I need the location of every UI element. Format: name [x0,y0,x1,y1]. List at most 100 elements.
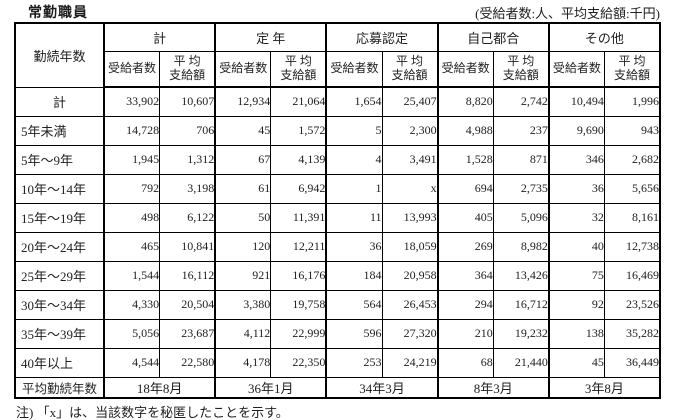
subheader-recipients: 受給者数 [436,51,494,88]
group-header-row: 勤続年数 計 定 年 応募認定 自己都合 その他 [14,22,661,88]
cell-value: 21,064 [270,86,327,117]
cell-value: 92 [547,289,605,320]
cell-value: 346 [547,144,605,175]
cell-value: 67 [214,144,272,175]
table-row: 25年～29年 1,544 16,112 921 16,176 184 20,958 364 1… [14,260,661,291]
cell-value: 11,391 [270,202,327,233]
cell-value: 4,178 [214,347,272,378]
cell-value: 120 [214,231,272,262]
cell-value: 21,440 [492,347,550,378]
cell-value: 22,999 [270,318,327,349]
cell-value: 210 [436,318,494,349]
cell-value: 5,096 [492,202,550,233]
cell-value: 45 [547,347,605,378]
cell-value: 22,580 [159,347,216,378]
cell-value: 465 [103,231,161,262]
cell-value: 8,820 [436,86,494,117]
cell-value: 4,544 [103,347,161,378]
cell-value: 68 [436,347,494,378]
cell-value: 75 [547,260,605,291]
row-label: 5年未満 [14,115,105,146]
footnote: 注) 「x」は、当該数字を秘匿したことを示す。 [16,405,289,420]
subheader-average: 平 均支給額 [492,51,550,88]
subheader-recipients: 受給者数 [103,51,161,88]
table-row: 5年未満 14,728 706 45 1,572 5 2,300 4,988 237 9,690 9… [14,115,661,146]
cell-value: 596 [325,318,383,349]
col-group-total: 計 [102,22,216,52]
col-group-mandatory-retirement: 定 年 [214,22,327,52]
cell-value: 2,682 [603,144,661,175]
row-label: 35年～39年 [14,318,105,349]
subheader-recipients: 受給者数 [547,51,605,88]
cell-value: 1 [325,173,383,204]
cell-value: 23,687 [159,318,216,349]
cell-value: 26,453 [381,289,439,320]
subheader-average-line1: 平 均 [173,54,201,69]
cell-value: 33,902 [103,86,161,117]
table-row: 30年～34年 4,330 20,504 3,380 19,758 564 26,453 29… [14,289,661,320]
cell-value: 1,312 [159,144,216,175]
cell-value: 3,491 [381,144,439,175]
unit-note: (受給者数:人、平均支給額:千円) [475,6,660,21]
cell-value: 1,996 [603,86,661,117]
row-label: 15年～19年 [14,202,105,233]
subheader-recipients: 受給者数 [325,51,383,88]
subheader-average-line1: 平 均 [618,54,646,69]
cell-value: 4,988 [436,115,494,146]
subheader-average-line1: 平 均 [396,54,424,69]
col-group-application-certified: 応募認定 [325,22,439,52]
table-body: 計 33,902 10,607 12,934 21,064 1,654 25,407 8,82… [14,86,661,378]
cell-value: 237 [492,115,550,146]
cell-value: 40 [547,231,605,262]
cell-value: 4,139 [270,144,327,175]
cell-value: 36,449 [603,347,661,378]
cell-value: 4 [325,144,383,175]
cell-value: 943 [603,115,661,146]
cell-value: 1,945 [103,144,161,175]
cell-value: 35,282 [603,318,661,349]
subheader-average-line1: 平 均 [507,54,535,69]
cell-value: 10,607 [159,86,216,117]
table-row: 20年～24年 465 10,841 120 12,211 36 18,059 269 8,98… [14,231,661,262]
table-row: 15年～19年 498 6,122 50 11,391 11 13,993 405 5,096 3… [14,202,661,233]
sub-header-row: 受給者数 平 均支給額 受給者数 平 均支給額 受給者数 平 均支給額 受給者数… [15,51,661,88]
avg-tenure-total: 18年8月 [102,376,216,399]
cell-value: 12,738 [603,231,661,262]
cell-value: 1,654 [325,86,383,117]
cell-value: 16,176 [270,260,327,291]
cell-value: 10,494 [547,86,605,117]
cell-value: 18,059 [381,231,439,262]
row-label: 40年以上 [14,347,105,378]
cell-value: 6,942 [270,173,327,204]
cell-value: 11 [325,202,383,233]
subheader-average-line2: 支給額 [391,68,428,82]
cell-value: 694 [436,173,494,204]
cell-value: 10,841 [159,231,216,262]
cell-value: 1,528 [436,144,494,175]
cell-value: 9,690 [547,115,605,146]
subheader-average-line1: 平 均 [284,54,312,69]
col-group-other: その他 [547,22,661,52]
cell-value: 269 [436,231,494,262]
page-title: 常勤職員 [28,6,88,21]
row-label: 5年～9年 [14,144,105,175]
cell-value: 36 [325,231,383,262]
cell-value: 364 [436,260,494,291]
avg-tenure-mandatory-retirement: 36年1月 [214,376,327,399]
cell-value: 253 [325,347,383,378]
cell-value: 871 [492,144,550,175]
cell-value: 16,469 [603,260,661,291]
subheader-average-line2: 支給額 [502,68,539,82]
table-row: 5年～9年 1,945 1,312 67 4,139 4 3,491 1,528 871 346 2… [14,144,661,175]
cell-value: 2,735 [492,173,550,204]
table-row: 計 33,902 10,607 12,934 21,064 1,654 25,407 8,82… [14,86,661,117]
cell-value: 20,504 [159,289,216,320]
cell-value: 498 [103,202,161,233]
cell-value: 2,300 [381,115,439,146]
pension-stats-table: 勤続年数 計 定 年 応募認定 自己都合 その他 受給者数 平 均支給額 受給者… [14,22,662,399]
cell-value: x [381,173,439,204]
cell-value: 564 [325,289,383,320]
cell-value: 23,526 [603,289,661,320]
cell-value: 3,380 [214,289,272,320]
row-label: 計 [14,86,105,117]
